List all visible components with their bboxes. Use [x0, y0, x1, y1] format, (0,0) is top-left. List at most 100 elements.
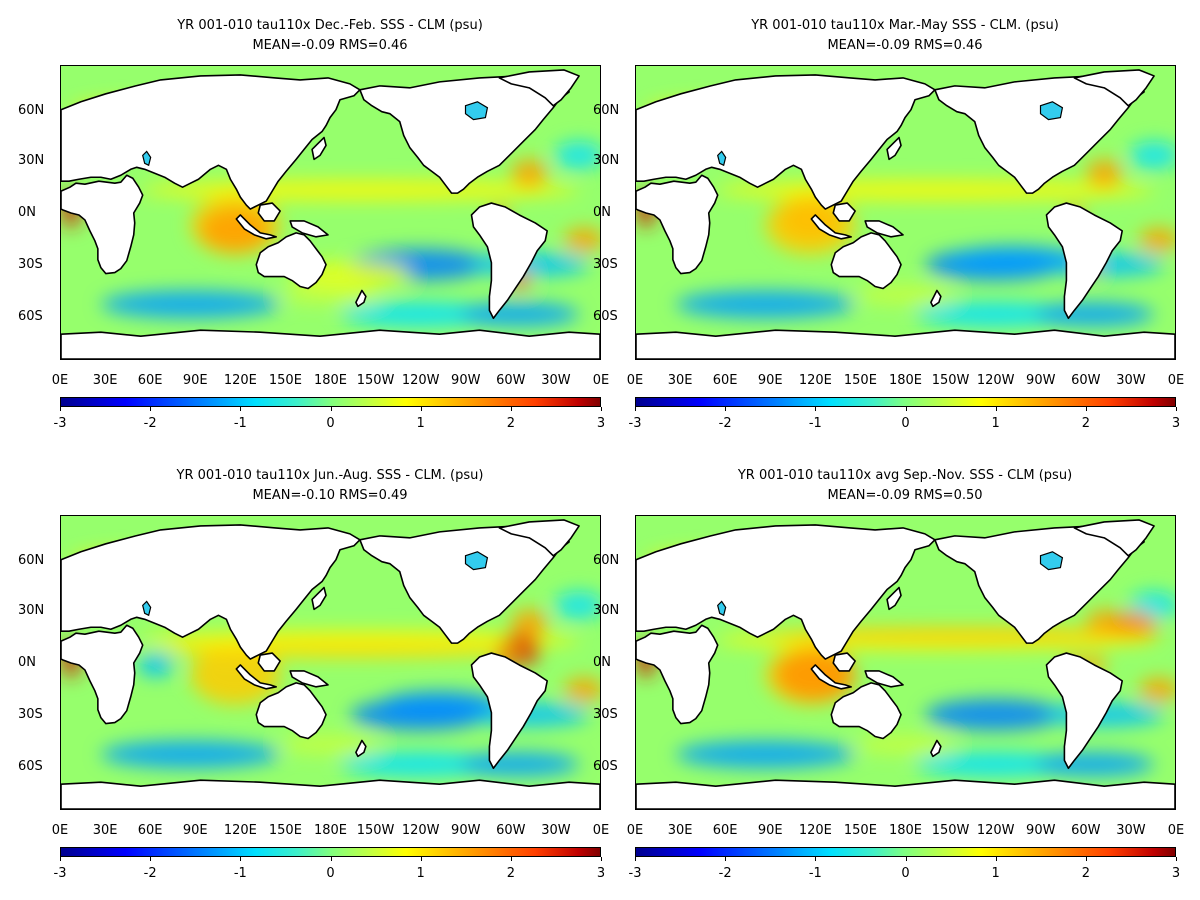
lon-label: 30E [667, 823, 693, 838]
lon-label: 0E [51, 823, 69, 838]
colorbar [60, 847, 601, 857]
lat-label: 30N [593, 153, 620, 168]
anomaly-patch [1139, 677, 1175, 702]
lon-label: 30W [1116, 373, 1146, 388]
map-panel-2: YR 001-010 tau110x Mar.-May SSS - CLM. (… [575, 0, 1184, 450]
colorbar-tick [240, 407, 241, 411]
anomaly-patch [564, 227, 600, 252]
colorbar-label: -1 [233, 866, 247, 881]
landmass [355, 739, 367, 758]
lon-label: 0E [1167, 823, 1185, 838]
lon-label: 90E [757, 373, 783, 388]
lon-label: 0E [51, 373, 69, 388]
sss-anomaly-map [635, 65, 1176, 360]
anomaly-patch [1129, 141, 1175, 170]
colorbar-label: 2 [1081, 866, 1090, 881]
landmass [235, 664, 277, 690]
colorbar-tick [601, 857, 602, 861]
colorbar-tick [421, 407, 422, 411]
lat-label: 30S [18, 707, 43, 722]
lon-label: 30E [667, 373, 693, 388]
colorbar-tick [996, 857, 997, 861]
anomaly-patch [1034, 302, 1155, 327]
lon-label: 150E [268, 823, 302, 838]
colorbar-tick [421, 857, 422, 861]
lon-label: 180E [313, 373, 348, 388]
landmass [61, 524, 361, 660]
lon-label: 150W [356, 823, 395, 838]
colorbar-label: -3 [53, 866, 67, 881]
colorbar-label: -1 [233, 416, 247, 431]
inland-sea [464, 551, 489, 571]
colorbar-tick [996, 407, 997, 411]
landmass [498, 69, 580, 107]
sss-anomaly-map [60, 515, 601, 810]
colorbar-label: -3 [53, 416, 67, 431]
colorbar-tick [906, 857, 907, 861]
inland-sea [142, 600, 152, 617]
panel-stats: MEAN=-0.09 RMS=0.46 [827, 38, 983, 53]
colorbar-label: 1 [416, 416, 425, 431]
lon-label: 150W [931, 823, 970, 838]
lat-label: 30N [18, 603, 45, 618]
anomaly-patch [459, 302, 580, 327]
anomaly-patch [1086, 159, 1123, 188]
colorbar-tick [331, 407, 332, 411]
landmass [832, 202, 856, 222]
sss-map-svg [61, 66, 600, 359]
lon-label: 30W [541, 373, 571, 388]
colorbar-label: 2 [506, 416, 515, 431]
landmass [810, 664, 852, 690]
colorbar [635, 397, 1176, 407]
anomaly-patch [1034, 752, 1155, 777]
landmass [636, 779, 1175, 809]
lat-label: 60S [18, 759, 43, 774]
landmass [235, 214, 277, 240]
colorbar-label: -2 [718, 416, 732, 431]
landmass [355, 289, 367, 308]
anomaly-patch [280, 284, 380, 305]
map-panel-4: YR 001-010 tau110x avg Sep.-Nov. SSS - C… [575, 450, 1184, 900]
landmass [810, 214, 852, 240]
anomaly-patch [339, 752, 500, 777]
anomaly-patch [554, 591, 600, 620]
anomaly-patch [1139, 227, 1175, 252]
lon-label: 60E [137, 823, 163, 838]
lon-label: 150E [843, 373, 877, 388]
landmass [311, 136, 327, 161]
lon-label: 120E [223, 823, 257, 838]
lat-label: 30N [18, 153, 45, 168]
anomaly-patch [100, 290, 281, 319]
lat-label: 60S [18, 309, 43, 324]
lat-label: 30S [593, 707, 618, 722]
landmass [255, 232, 327, 290]
panel-title: YR 001-010 tau110x Dec.-Feb. SSS - CLM (… [177, 18, 483, 33]
lon-label: 180E [888, 373, 923, 388]
colorbar-label: -2 [143, 416, 157, 431]
lon-label: 90W [451, 823, 481, 838]
landmass [830, 232, 902, 290]
landmass [886, 136, 902, 161]
anomaly-patch [100, 740, 281, 769]
colorbar-label: 3 [1171, 866, 1181, 881]
sss-map-svg [636, 66, 1175, 359]
lon-label: 60W [1071, 823, 1101, 838]
landmass [864, 220, 904, 238]
sss-anomaly-map [60, 65, 601, 360]
sss-map-svg [636, 516, 1175, 809]
colorbar-label: -1 [808, 416, 822, 431]
colorbar-label: -3 [628, 866, 642, 881]
landmass [636, 174, 719, 275]
landmass [498, 519, 580, 557]
lon-label: 120W [976, 373, 1015, 388]
landmass [311, 586, 327, 611]
landmass [470, 202, 548, 320]
lat-label: 30N [593, 603, 620, 618]
colorbar-tick [906, 407, 907, 411]
lon-label: 180E [313, 823, 348, 838]
anomaly-patch [280, 734, 380, 755]
lon-label: 90E [182, 373, 208, 388]
anomaly-patch [564, 677, 600, 702]
inland-sea [142, 150, 152, 167]
lat-label: 60S [593, 309, 618, 324]
